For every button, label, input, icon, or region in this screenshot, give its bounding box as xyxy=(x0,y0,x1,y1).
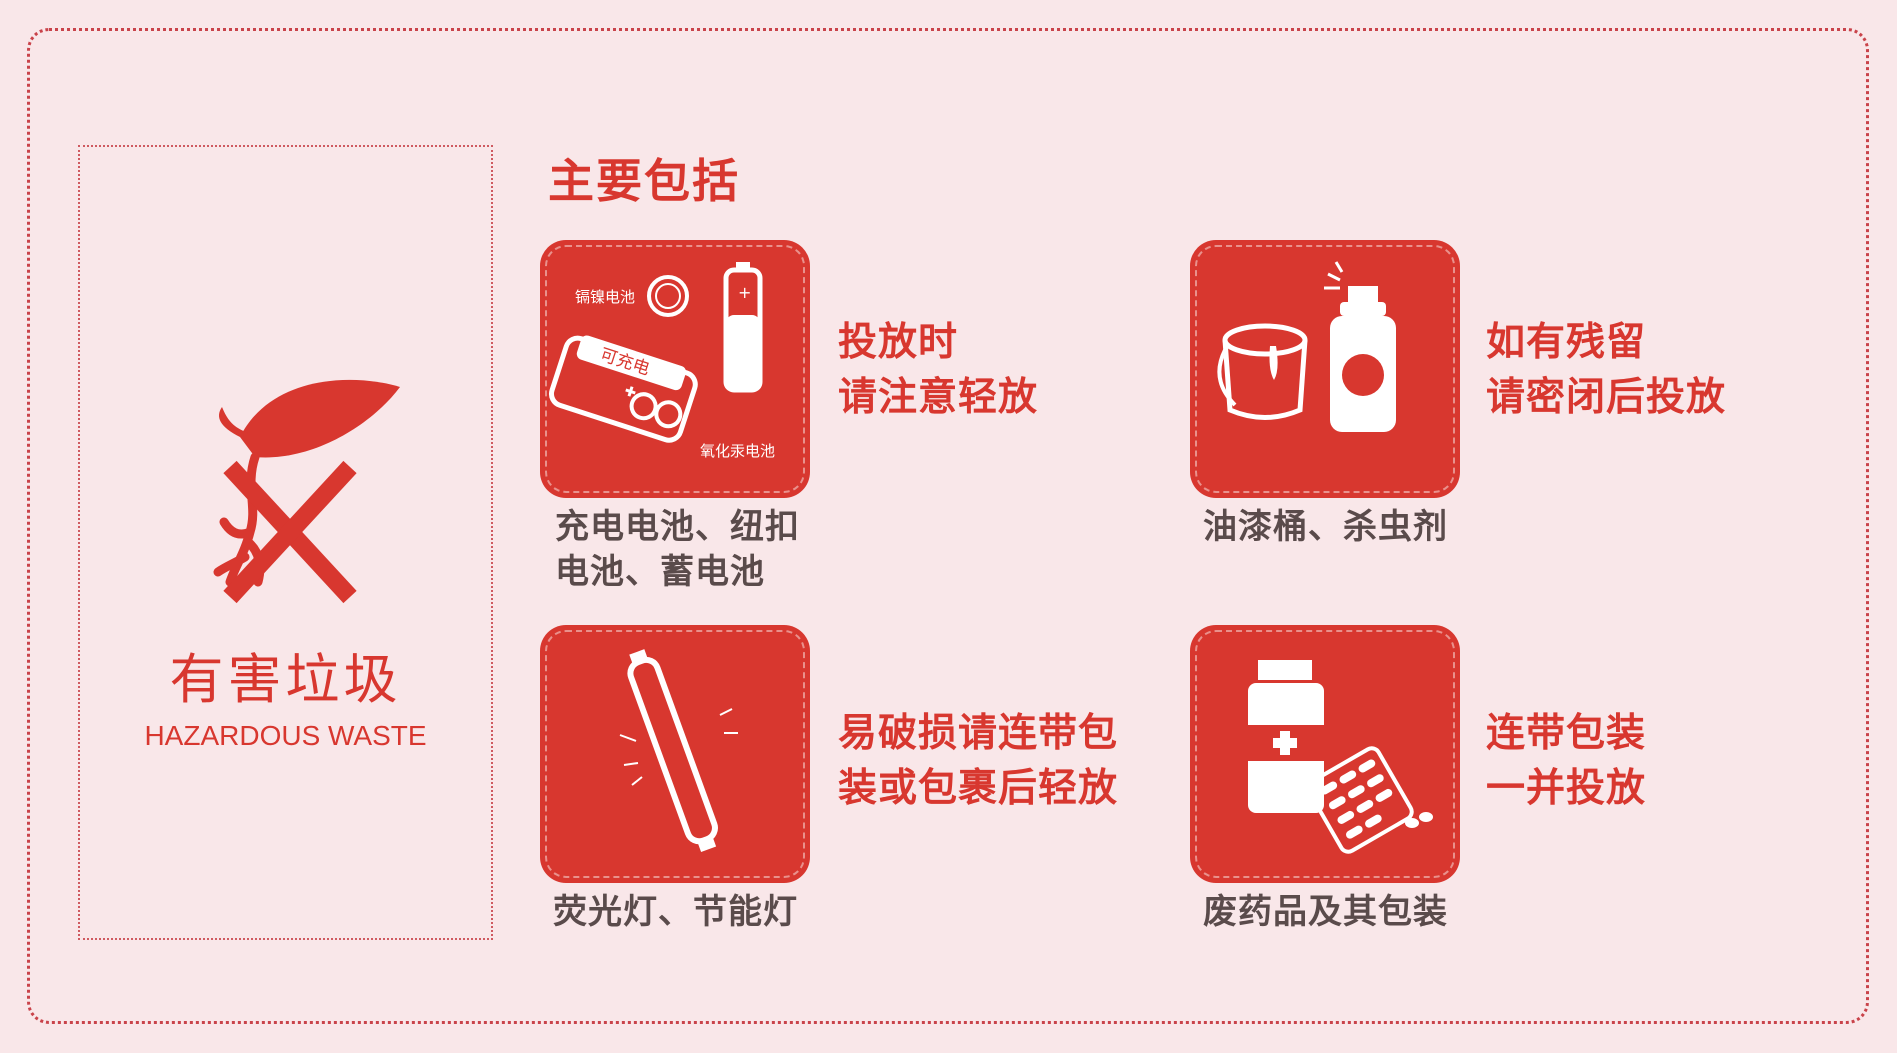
medicine-caption: 废药品及其包装 xyxy=(1203,890,1448,935)
lamp-caption: 荧光灯、节能灯 xyxy=(553,890,798,935)
caption-line: 电池、蓄电池 xyxy=(555,552,765,592)
tip-line: 一并投放 xyxy=(1486,766,1647,811)
medicine-bottle-pills-icon xyxy=(1248,660,1433,854)
battery-tip: 投放时 请注意轻放 xyxy=(838,315,1038,425)
button-cell-label: 镉镍电池 xyxy=(575,288,635,306)
caption-line: 充电电池、纽扣 xyxy=(555,507,800,547)
hazardous-waste-logo-icon xyxy=(213,379,400,604)
tip-line: 请注意轻放 xyxy=(838,375,1039,420)
tip-line: 请密闭后投放 xyxy=(1486,375,1727,420)
tip-line: 装或包裹后轻放 xyxy=(838,766,1119,811)
battery-caption: 充电电池、纽扣 电池、蓄电池 xyxy=(555,505,800,595)
rechargeable-label: 可充电 xyxy=(597,345,652,380)
fluorescent-tube-icon xyxy=(619,649,738,852)
caption-line: 荧光灯、节能灯 xyxy=(553,892,798,932)
paint-tile xyxy=(1190,240,1460,498)
outer-frame xyxy=(27,28,1869,1024)
caption-line: 废药品及其包装 xyxy=(1203,892,1448,932)
paint-caption: 油漆桶、杀虫剂 xyxy=(1203,505,1448,550)
category-panel: 有害垃圾 HAZARDOUS WASTE xyxy=(78,145,493,940)
category-name-en: HAZARDOUS WASTE xyxy=(144,720,427,751)
battery-icon: 镉镍电池 可充电 + 氧化汞电池 xyxy=(548,262,775,460)
medicine-tile xyxy=(1190,625,1460,883)
tip-line: 易破损请连带包 xyxy=(838,711,1119,756)
category-name-cn: 有害垃圾 xyxy=(169,648,402,711)
battery-tile: 镉镍电池 可充电 + 氧化汞电池 xyxy=(540,240,810,498)
mercury-battery-label: 氧化汞电池 xyxy=(700,442,775,460)
paint-can-spray-icon xyxy=(1217,261,1396,432)
lamp-tile xyxy=(540,625,810,883)
svg-text:+: + xyxy=(738,283,751,302)
medicine-tip: 连带包装 一并投放 xyxy=(1486,706,1646,816)
tip-line: 如有残留 xyxy=(1486,320,1647,365)
tip-line: 投放时 xyxy=(838,320,959,365)
paint-tip: 如有残留 请密闭后投放 xyxy=(1486,315,1726,425)
section-title: 主要包括 xyxy=(548,154,740,208)
lamp-tip: 易破损请连带包 装或包裹后轻放 xyxy=(838,706,1118,816)
tip-line: 连带包装 xyxy=(1486,711,1647,756)
caption-line: 油漆桶、杀虫剂 xyxy=(1203,507,1448,547)
